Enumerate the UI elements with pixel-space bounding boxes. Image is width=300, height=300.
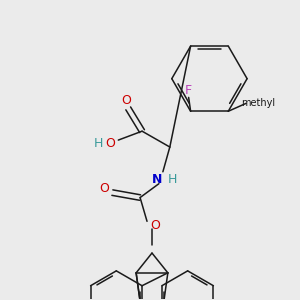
Text: F: F	[185, 84, 192, 97]
Text: O: O	[105, 136, 115, 150]
Text: H: H	[168, 173, 178, 186]
Text: N: N	[152, 173, 162, 186]
Text: H: H	[94, 136, 103, 150]
Text: O: O	[100, 182, 110, 195]
Text: O: O	[121, 94, 131, 107]
Text: methyl: methyl	[241, 98, 275, 108]
Text: O: O	[150, 219, 160, 232]
